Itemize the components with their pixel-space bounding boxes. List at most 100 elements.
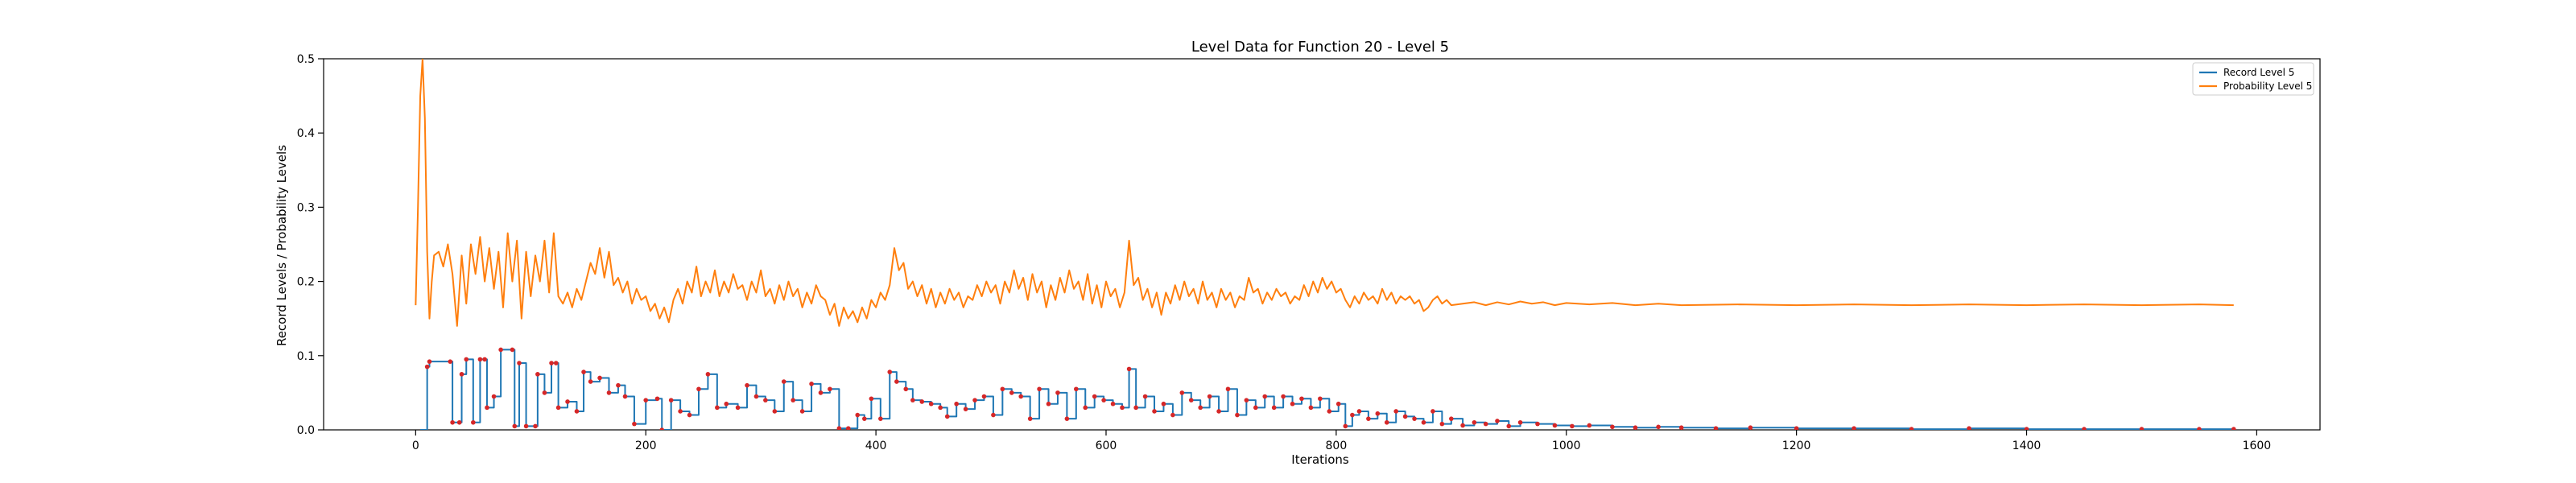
record-point xyxy=(1375,411,1381,416)
record-point xyxy=(828,386,832,392)
record-point xyxy=(1713,426,1719,430)
record-point xyxy=(1356,409,1362,414)
record-point xyxy=(1188,398,1194,402)
record-point xyxy=(705,372,711,377)
record-point xyxy=(668,398,674,402)
record-point xyxy=(654,396,660,402)
record-point xyxy=(549,361,554,365)
record-point xyxy=(1678,425,1684,430)
record-point xyxy=(1225,386,1231,392)
record-point xyxy=(1506,423,1512,429)
plot-frame xyxy=(323,58,2321,431)
legend-label: Record Level 5 xyxy=(2223,67,2294,78)
record-point xyxy=(1350,412,1355,418)
record-point xyxy=(1235,412,1240,418)
record-point xyxy=(1170,412,1175,418)
x-tick-label: 600 xyxy=(1096,440,1117,452)
record-point xyxy=(1472,419,1477,425)
record-point xyxy=(1794,426,1799,430)
record-point xyxy=(1064,416,1070,421)
record-point xyxy=(954,401,959,407)
record-point xyxy=(1449,416,1454,421)
record-point xyxy=(632,421,637,427)
record-point xyxy=(799,409,805,414)
record-point xyxy=(1000,386,1005,392)
record-point xyxy=(715,405,720,411)
record-point xyxy=(1074,386,1079,392)
record-point xyxy=(2197,427,2202,430)
record-point xyxy=(1412,416,1417,421)
x-axis-label: Iterations xyxy=(1291,452,1349,467)
x-tick-label: 1600 xyxy=(2243,440,2272,452)
record-point xyxy=(1126,366,1132,372)
y-tick-label: 0.5 xyxy=(297,53,315,66)
record-point xyxy=(791,398,795,402)
record-point xyxy=(972,398,977,402)
record-point xyxy=(1535,421,1540,427)
record-point xyxy=(542,390,547,395)
record-point xyxy=(963,407,968,411)
record-point xyxy=(1027,416,1033,421)
x-tick-label: 1200 xyxy=(1782,440,1811,452)
record-point xyxy=(491,394,497,399)
record-point xyxy=(894,379,899,384)
y-tick-label: 0.0 xyxy=(297,424,315,437)
record-point xyxy=(459,372,464,377)
y-tick-label: 0.3 xyxy=(297,201,315,214)
record-point xyxy=(485,405,489,411)
record-point xyxy=(597,375,602,381)
chart-title: Level Data for Function 20 - Level 5 xyxy=(1191,39,1449,56)
record-point xyxy=(1393,409,1398,414)
record-point xyxy=(1748,425,1753,430)
record-point xyxy=(687,412,692,418)
record-point xyxy=(1366,416,1371,421)
record-point xyxy=(424,364,430,369)
record-point xyxy=(517,361,522,365)
record-point xyxy=(1517,419,1523,425)
record-point xyxy=(1483,421,1488,427)
record-point xyxy=(1552,423,1558,428)
record-point xyxy=(464,357,469,362)
record-point xyxy=(1967,426,1971,430)
record-point xyxy=(1327,409,1332,414)
record-point xyxy=(1179,390,1185,395)
legend-box xyxy=(2192,62,2314,96)
x-tick-label: 1000 xyxy=(1552,440,1581,452)
record-point xyxy=(1083,405,1088,411)
record-point xyxy=(427,359,432,364)
record-point xyxy=(809,382,814,386)
record-point xyxy=(448,359,453,364)
record-point xyxy=(1161,401,1166,407)
probability-level-line xyxy=(415,59,2234,327)
record-point xyxy=(753,394,759,399)
record-point xyxy=(1101,398,1106,402)
record-point xyxy=(1142,394,1148,399)
record-level-line xyxy=(420,349,2234,430)
record-point xyxy=(919,399,925,404)
y-tick-label: 0.4 xyxy=(297,127,315,140)
record-point xyxy=(724,401,729,407)
record-point xyxy=(878,416,883,421)
record-point xyxy=(523,423,529,429)
record-point xyxy=(477,357,483,362)
plot-area xyxy=(415,59,2236,430)
record-point xyxy=(1402,414,1408,419)
record-point xyxy=(1281,394,1286,399)
record-point xyxy=(903,386,909,392)
record-point xyxy=(1318,396,1323,402)
record-point xyxy=(574,409,580,414)
record-point xyxy=(1092,394,1097,399)
x-tick-label: 800 xyxy=(1326,440,1348,452)
record-point xyxy=(855,412,861,418)
record-point xyxy=(735,405,741,411)
record-point xyxy=(606,390,612,395)
y-tick-label: 0.2 xyxy=(297,276,315,289)
record-point xyxy=(565,399,570,404)
record-point xyxy=(2231,427,2236,430)
record-point xyxy=(1207,394,1212,399)
record-point xyxy=(555,405,561,411)
record-point xyxy=(910,398,915,402)
x-tick-label: 1400 xyxy=(2013,440,2041,452)
record-point xyxy=(1152,409,1157,414)
